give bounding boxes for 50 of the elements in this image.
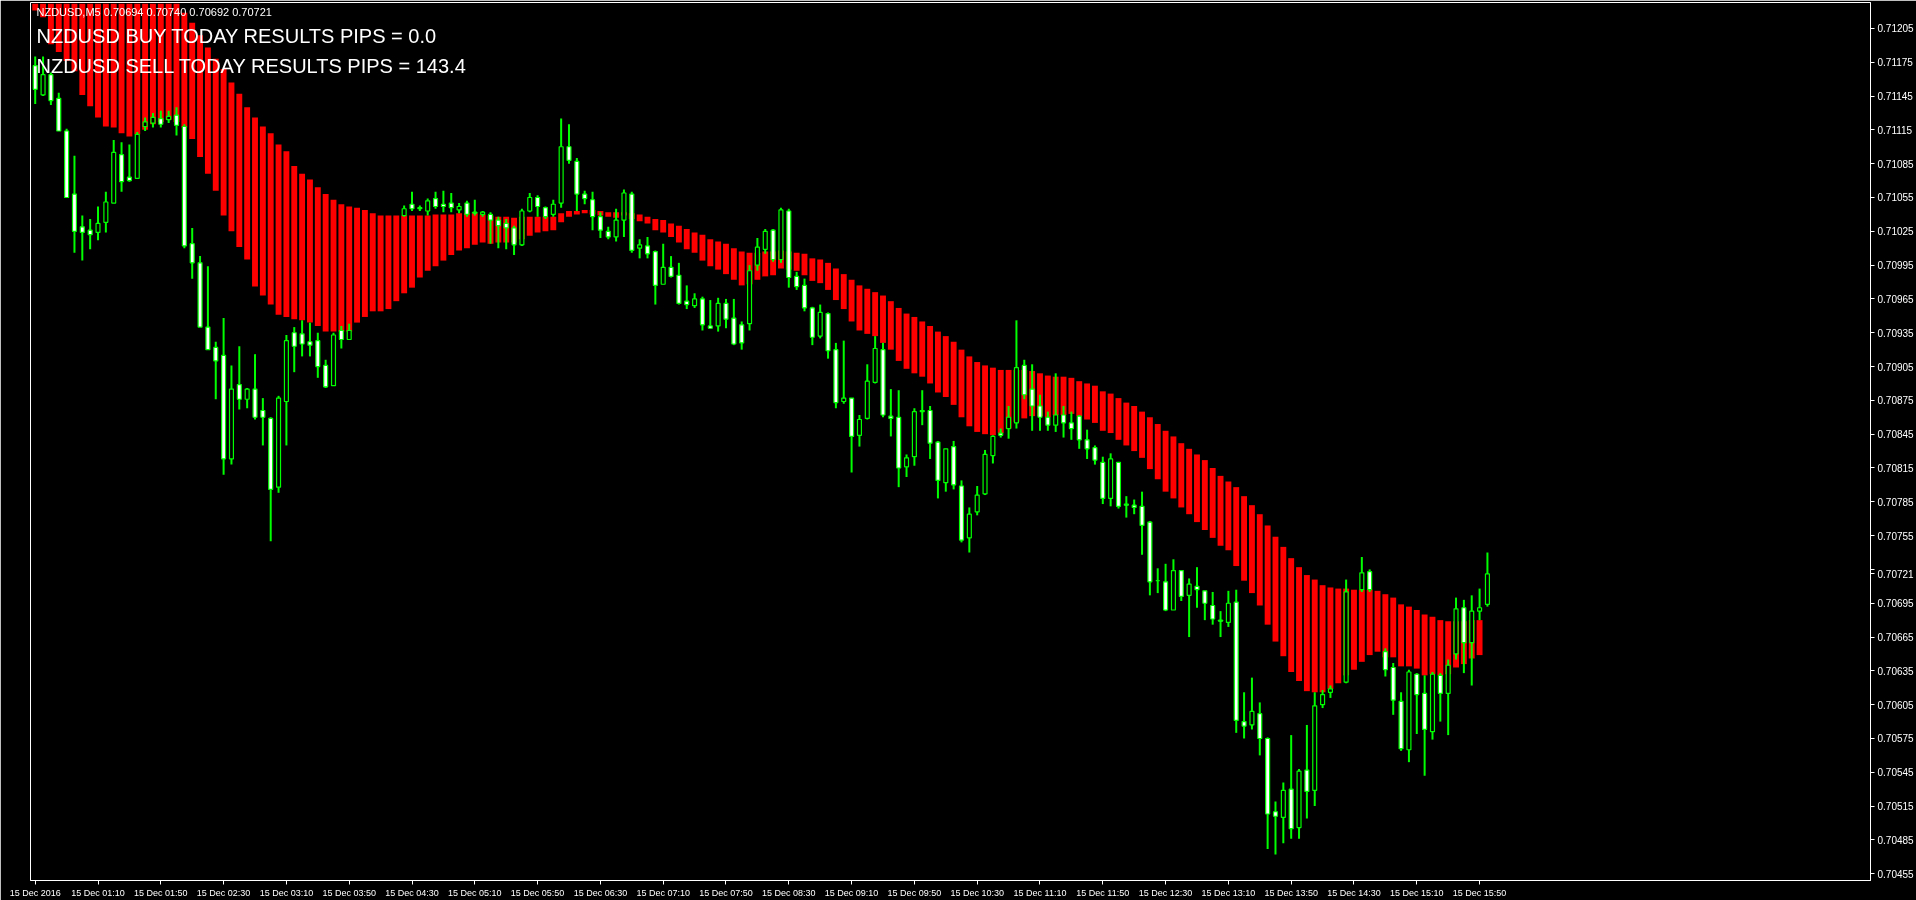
y-tick-label: 0.71085 <box>1877 158 1915 170</box>
y-tick-label: 0.70965 <box>1877 293 1915 305</box>
y-tick-label: 0.70575 <box>1877 733 1915 745</box>
x-tick-label: 15 Dec 03:50 <box>322 887 376 898</box>
y-tick-label: 0.71145 <box>1877 91 1914 103</box>
x-tick-label: 15 Dec 06:30 <box>573 887 628 898</box>
x-tick-label: 15 Dec 01:50 <box>134 887 188 898</box>
x-tick-label: 15 Dec 09:10 <box>824 887 879 898</box>
x-tick-label: 15 Dec 07:10 <box>636 887 690 898</box>
y-tick-label: 0.70695 <box>1877 598 1915 610</box>
x-tick-label: 15 Dec 13:50 <box>1264 887 1318 898</box>
x-tick-label: 15 Dec 10:30 <box>950 887 1004 898</box>
x-tick-label: 15 Dec 04:30 <box>385 887 439 898</box>
x-tick-label: 15 Dec 11:10 <box>1013 887 1067 898</box>
y-tick-label: 0.71205 <box>1877 23 1915 35</box>
y-tick-label: 0.71025 <box>1877 226 1915 238</box>
y-tick-label: 0.70721 <box>1877 568 1915 580</box>
y-tick-label: 0.70905 <box>1877 361 1915 373</box>
x-tick-label: 15 Dec 09:50 <box>887 887 942 898</box>
y-tick-label: 0.70755 <box>1877 530 1915 542</box>
y-tick-label: 0.70785 <box>1877 496 1915 508</box>
x-tick-label: 15 Dec 05:50 <box>510 887 565 898</box>
x-tick-label: 15 Dec 07:50 <box>699 887 753 898</box>
y-tick-label: 0.71115 <box>1877 124 1913 136</box>
x-tick-label: 15 Dec 05:10 <box>448 887 502 898</box>
x-tick-label: 15 Dec 01:10 <box>71 887 125 898</box>
y-tick-label: 0.70995 <box>1877 260 1915 272</box>
y-tick-label: 0.70485 <box>1877 834 1915 846</box>
x-tick-label: 15 Dec 2016 <box>9 887 61 898</box>
y-tick-label: 0.70815 <box>1877 462 1915 474</box>
x-tick-label: 15 Dec 15:10 <box>1390 887 1444 898</box>
y-tick-label: 0.70635 <box>1877 665 1915 677</box>
y-tick-label: 0.70665 <box>1877 632 1915 644</box>
y-tick-label: 0.70605 <box>1877 699 1915 711</box>
x-tick-label: 15 Dec 08:30 <box>762 887 816 898</box>
y-tick-label: 0.71055 <box>1877 192 1915 204</box>
y-tick-label: 0.70935 <box>1877 327 1915 339</box>
x-tick-label: 15 Dec 13:10 <box>1201 887 1256 898</box>
x-tick-label: 15 Dec 02:30 <box>196 887 251 898</box>
y-tick-label: 0.70455 <box>1877 868 1915 880</box>
y-tick-label: 0.71175 <box>1877 57 1914 69</box>
x-tick-label: 15 Dec 15:50 <box>1452 887 1507 898</box>
y-tick-label: 0.70545 <box>1877 767 1915 779</box>
y-tick-label: 0.70845 <box>1877 429 1915 441</box>
x-tick-label: 15 Dec 03:10 <box>259 887 314 898</box>
y-tick-label: 0.70515 <box>1877 801 1915 813</box>
x-tick-label: 15 Dec 12:30 <box>1138 887 1193 898</box>
y-tick-label: 0.70875 <box>1877 395 1915 407</box>
x-tick-label: 15 Dec 11:50 <box>1076 887 1130 898</box>
x-tick-label: 15 Dec 14:30 <box>1327 887 1381 898</box>
